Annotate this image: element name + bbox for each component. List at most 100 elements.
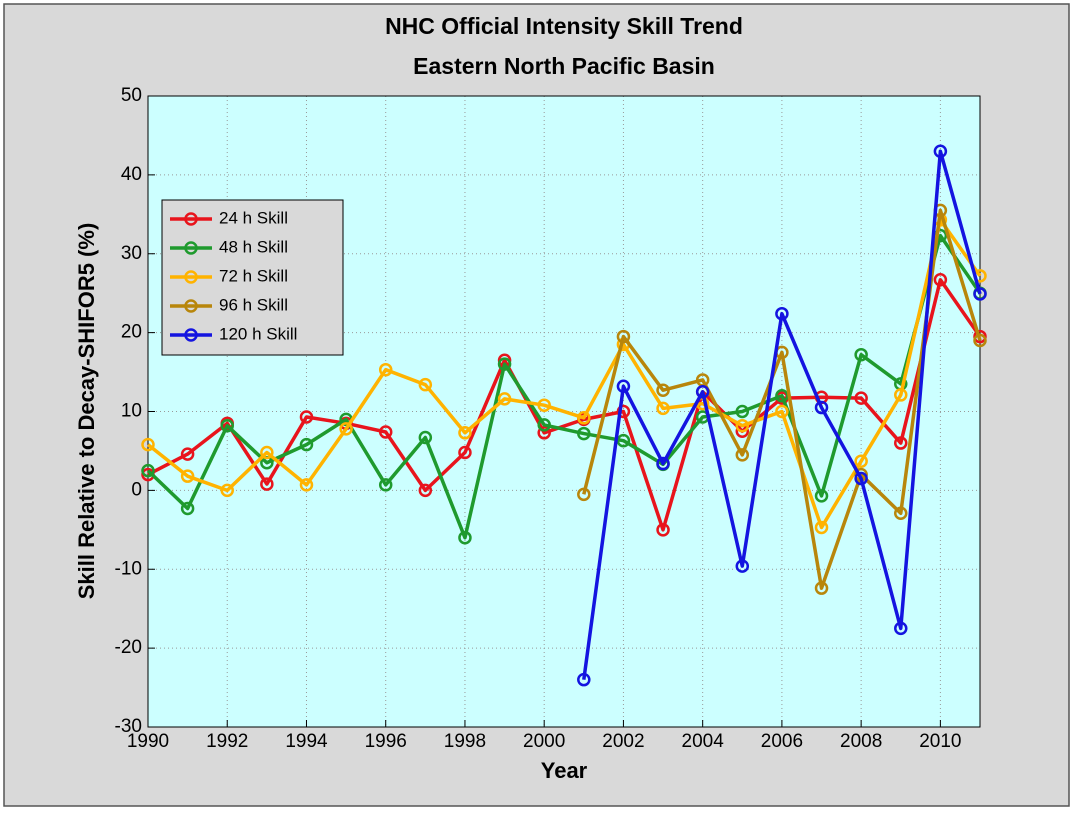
data-point — [616, 433, 631, 448]
legend-marker — [184, 212, 198, 226]
x-tick-label: 2008 — [840, 731, 882, 752]
y-tick-label: -30 — [115, 716, 142, 737]
legend-marker — [184, 270, 198, 284]
legend-marker — [184, 328, 198, 342]
data-point — [220, 418, 234, 433]
data-point — [616, 329, 631, 344]
data-point — [973, 333, 987, 348]
chart-subtitle: Eastern North Pacific Basin — [413, 53, 715, 79]
data-point — [656, 401, 670, 416]
y-tick-label: -10 — [115, 558, 142, 579]
data-point — [894, 388, 908, 402]
x-tick-label: 1992 — [206, 731, 248, 752]
data-point — [656, 523, 670, 537]
data-point — [854, 471, 868, 486]
x-tick-label: 2010 — [919, 731, 961, 752]
data-point — [577, 411, 591, 425]
data-point — [735, 448, 750, 462]
data-point — [418, 430, 433, 445]
data-point — [577, 672, 591, 687]
data-point — [378, 425, 393, 439]
data-point — [973, 287, 987, 301]
x-tick-label: 1994 — [285, 731, 328, 752]
data-point — [854, 391, 868, 405]
data-point — [180, 469, 195, 483]
data-point — [497, 392, 512, 406]
data-point — [141, 463, 155, 478]
data-point — [180, 501, 195, 516]
data-point — [378, 478, 393, 492]
chart-title: NHC Official Intensity Skill Trend — [385, 13, 743, 39]
data-point — [656, 456, 670, 471]
data-point — [894, 621, 908, 636]
data-point — [180, 447, 195, 461]
data-point — [458, 445, 472, 460]
data-point — [775, 404, 789, 419]
legend-marker — [184, 299, 198, 313]
data-point — [933, 144, 948, 158]
data-point — [577, 487, 591, 502]
data-point — [577, 426, 591, 441]
y-tick-label: 30 — [121, 243, 142, 264]
data-point — [616, 379, 631, 394]
data-point — [537, 398, 551, 412]
data-point — [260, 477, 274, 491]
legend-label: 24 h Skill — [219, 208, 288, 227]
x-tick-label: 1990 — [127, 731, 169, 752]
legend-marker — [184, 241, 198, 255]
data-point — [220, 483, 234, 498]
data-point — [497, 357, 512, 371]
data-point — [299, 410, 314, 424]
data-point — [814, 489, 829, 503]
data-point — [814, 581, 829, 595]
series-line — [582, 149, 982, 680]
x-tick-label: 2006 — [761, 731, 803, 752]
plot-frame — [147, 95, 981, 728]
data-point — [458, 426, 472, 440]
series-line — [146, 218, 982, 530]
data-point — [378, 362, 393, 377]
data-point — [299, 478, 314, 492]
y-tick-label: 50 — [121, 85, 142, 106]
data-point — [933, 273, 948, 287]
y-tick-label: 20 — [121, 322, 142, 343]
data-point — [973, 329, 987, 344]
x-tick-label: 1996 — [365, 731, 407, 752]
data-point — [775, 306, 789, 321]
data-point — [418, 483, 433, 498]
data-point — [854, 347, 868, 362]
data-point — [418, 377, 433, 392]
data-point — [537, 418, 551, 432]
data-point — [616, 404, 631, 419]
data-point — [735, 418, 750, 433]
data-point — [735, 404, 750, 419]
legend-label: 48 h Skill — [219, 237, 288, 256]
y-tick-label: 40 — [121, 164, 142, 185]
data-point — [537, 426, 551, 440]
data-point — [854, 454, 868, 468]
legend-label: 120 h Skill — [219, 324, 297, 343]
data-point — [339, 422, 353, 436]
data-point — [775, 388, 789, 403]
x-tick-label: 1998 — [444, 731, 486, 752]
y-axis-label: Skill Relative to Decay-SHIFOR5 (%) — [74, 223, 99, 600]
x-tick-label: 2004 — [682, 731, 725, 752]
series-line — [147, 278, 982, 532]
x-tick-label: 2000 — [523, 731, 565, 752]
data-point — [141, 437, 155, 452]
series-line — [582, 208, 982, 590]
y-tick-label: 10 — [121, 401, 142, 422]
data-point — [894, 436, 908, 450]
data-point — [894, 506, 908, 520]
data-point — [814, 520, 829, 535]
data-point — [735, 559, 750, 573]
data-point — [656, 383, 670, 397]
data-point — [814, 400, 829, 415]
data-point — [695, 385, 710, 399]
legend-label: 72 h Skill — [219, 266, 288, 285]
x-tick-label: 2002 — [602, 731, 644, 752]
data-point — [299, 437, 314, 452]
series-line — [146, 233, 982, 540]
